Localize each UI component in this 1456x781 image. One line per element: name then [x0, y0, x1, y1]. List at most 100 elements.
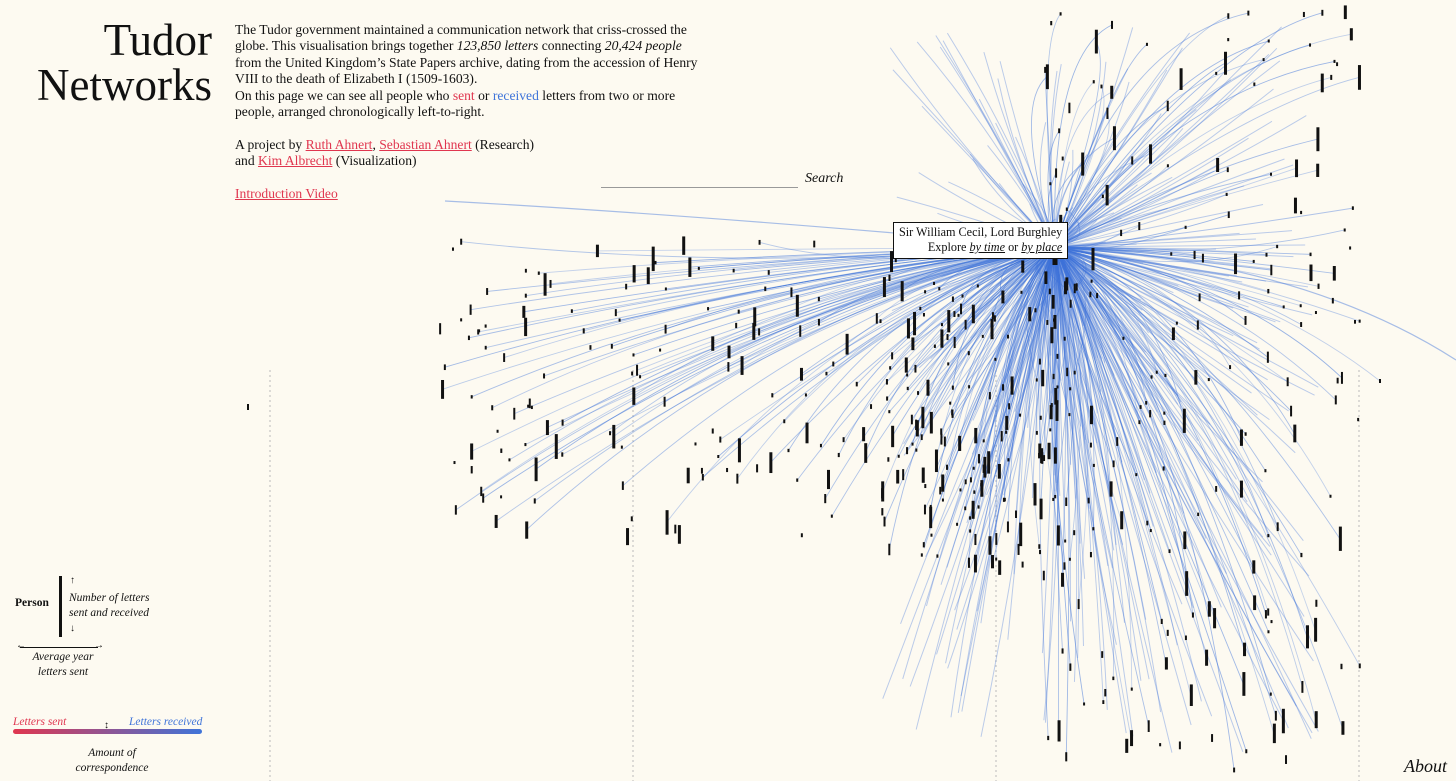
person-node[interactable] [825, 371, 828, 376]
person-node[interactable] [824, 493, 827, 504]
person-node[interactable] [1270, 620, 1273, 624]
person-node[interactable] [1185, 571, 1189, 596]
person-node[interactable] [922, 542, 925, 548]
person-node[interactable] [976, 284, 979, 288]
person-node[interactable] [764, 286, 767, 292]
person-node[interactable] [1020, 290, 1023, 294]
person-node[interactable] [1300, 552, 1303, 558]
person-node[interactable] [988, 536, 992, 555]
person-node[interactable] [1145, 401, 1148, 405]
person-node[interactable] [1351, 206, 1354, 210]
person-node[interactable] [799, 367, 803, 381]
person-node[interactable] [1061, 648, 1064, 654]
person-node[interactable] [968, 385, 971, 389]
person-node[interactable] [1358, 663, 1361, 669]
person-node[interactable] [1264, 610, 1267, 619]
person-node[interactable] [933, 344, 936, 348]
person-node[interactable] [1017, 543, 1020, 555]
person-node[interactable] [609, 431, 612, 436]
person-node[interactable] [891, 352, 894, 360]
person-node[interactable] [1102, 700, 1105, 705]
person-node[interactable] [913, 311, 917, 336]
person-node[interactable] [1309, 264, 1313, 282]
person-node[interactable] [767, 270, 770, 275]
person-node[interactable] [787, 448, 790, 453]
person-node[interactable] [470, 395, 473, 399]
person-node[interactable] [1267, 608, 1270, 616]
person-node[interactable] [1005, 430, 1008, 434]
person-node[interactable] [1002, 497, 1005, 502]
person-node[interactable] [247, 404, 249, 410]
person-node[interactable] [1354, 320, 1357, 324]
person-node[interactable] [711, 428, 714, 434]
person-node[interactable] [1162, 466, 1165, 471]
person-node[interactable] [920, 553, 923, 557]
person-node[interactable] [1063, 562, 1066, 570]
person-node[interactable] [460, 238, 463, 245]
person-node[interactable] [1008, 403, 1011, 410]
person-node[interactable] [896, 469, 900, 484]
person-node[interactable] [951, 413, 954, 418]
person-node[interactable] [1069, 299, 1072, 308]
person-node[interactable] [1267, 288, 1270, 294]
person-node[interactable] [1233, 767, 1236, 773]
person-node[interactable] [832, 361, 835, 367]
person-node[interactable] [929, 506, 933, 529]
person-node[interactable] [1081, 152, 1085, 176]
person-node[interactable] [769, 452, 773, 474]
person-node[interactable] [1163, 411, 1166, 415]
person-node[interactable] [1057, 720, 1061, 742]
person-node[interactable] [631, 371, 634, 376]
person-node[interactable] [1320, 73, 1324, 93]
person-node[interactable] [1227, 211, 1230, 219]
person-node[interactable] [1282, 305, 1285, 309]
person-node[interactable] [727, 345, 731, 359]
person-node[interactable] [528, 398, 531, 409]
person-node[interactable] [1096, 292, 1099, 299]
person-node[interactable] [1171, 327, 1175, 341]
person-node[interactable] [902, 469, 905, 481]
person-node[interactable] [826, 469, 830, 490]
person-node[interactable] [522, 305, 526, 318]
person-node[interactable] [646, 267, 650, 285]
person-node[interactable] [929, 411, 933, 434]
person-node[interactable] [1227, 13, 1230, 19]
person-node[interactable] [1120, 511, 1124, 530]
person-node[interactable] [697, 266, 700, 270]
person-node[interactable] [969, 529, 972, 533]
person-node[interactable] [1055, 400, 1059, 421]
person-node[interactable] [1168, 549, 1171, 554]
person-node[interactable] [1270, 172, 1273, 176]
person-node[interactable] [1316, 127, 1320, 152]
person-node[interactable] [906, 373, 909, 377]
person-node[interactable] [1269, 692, 1272, 696]
person-node[interactable] [686, 467, 690, 484]
person-node[interactable] [1065, 497, 1068, 507]
person-node[interactable] [1073, 530, 1076, 536]
person-node[interactable] [1216, 157, 1220, 173]
person-node[interactable] [1314, 311, 1317, 315]
person-node[interactable] [879, 319, 882, 324]
person-node[interactable] [1090, 279, 1093, 283]
introduction-video-link[interactable]: Introduction Video [235, 186, 338, 201]
person-node[interactable] [454, 505, 457, 515]
person-node[interactable] [1049, 428, 1052, 432]
person-node[interactable] [864, 443, 868, 463]
person-node[interactable] [632, 265, 636, 283]
person-node[interactable] [570, 309, 573, 313]
person-node[interactable] [1091, 247, 1095, 271]
person-node[interactable] [790, 287, 793, 297]
person-node[interactable] [1340, 371, 1343, 384]
person-node[interactable] [1267, 630, 1270, 634]
person-node[interactable] [998, 560, 1002, 575]
person-node[interactable] [753, 307, 757, 327]
person-node[interactable] [993, 315, 996, 322]
person-node[interactable] [1252, 560, 1256, 574]
person-node[interactable] [1039, 549, 1042, 555]
person-node[interactable] [1034, 308, 1037, 313]
person-node[interactable] [997, 463, 1001, 479]
person-node[interactable] [1120, 229, 1123, 237]
person-node[interactable] [971, 500, 975, 519]
person-node[interactable] [1340, 663, 1343, 670]
